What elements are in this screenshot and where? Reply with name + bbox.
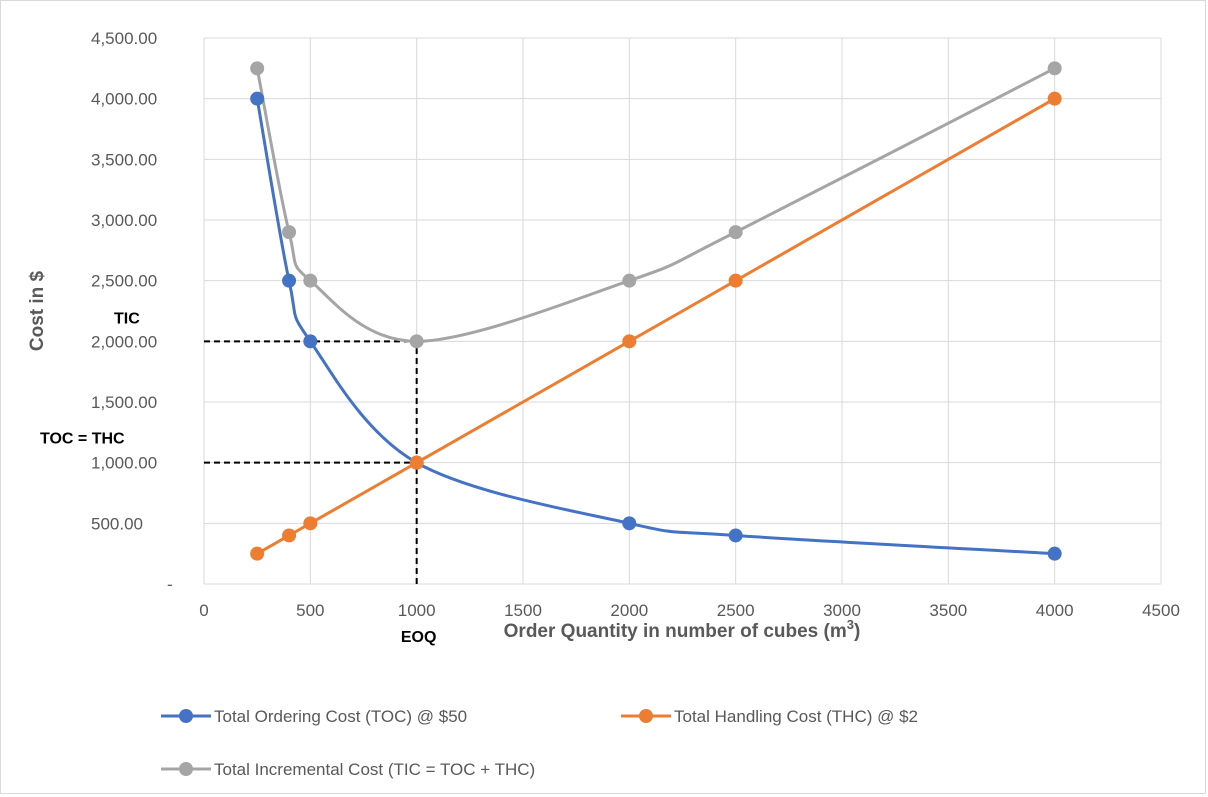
legend-marker xyxy=(179,762,193,776)
x-tick-label: 500 xyxy=(296,601,324,620)
x-tick-label: 4000 xyxy=(1036,601,1074,620)
series-line xyxy=(256,97,1056,555)
x-tick-label: 3500 xyxy=(929,601,967,620)
y-axis-title: Cost in $ xyxy=(27,270,48,351)
x-tick-label: 2500 xyxy=(717,601,755,620)
legend-label: Total Ordering Cost (TOC) @ $50 xyxy=(214,707,467,726)
data-point xyxy=(1047,61,1062,76)
data-point xyxy=(303,334,318,349)
y-tick-label: 1,500.00 xyxy=(91,393,157,412)
data-point xyxy=(409,334,424,349)
data-point xyxy=(622,273,637,288)
data-point xyxy=(728,528,743,543)
x-tick-label: 1000 xyxy=(398,601,436,620)
x-axis-title: Order Quantity in number of cubes (m3) xyxy=(504,617,861,642)
series-layer xyxy=(250,61,1062,561)
data-point xyxy=(1047,546,1062,561)
x-tick-label: 2000 xyxy=(610,601,648,620)
y-tick-label: 4,500.00 xyxy=(91,29,157,48)
data-point xyxy=(622,516,637,531)
legend-label: Total Incremental Cost (TIC = TOC + THC) xyxy=(214,760,535,779)
x-tick-label: 3000 xyxy=(823,601,861,620)
legend: Total Ordering Cost (TOC) @ $50 Total Han… xyxy=(161,707,918,779)
legend-item: Total Incremental Cost (TIC = TOC + THC) xyxy=(161,760,535,779)
legend-marker xyxy=(179,709,193,723)
x-tick-label: 0 xyxy=(199,601,208,620)
series-3 xyxy=(250,61,1062,349)
data-point xyxy=(622,334,637,349)
data-point xyxy=(303,273,318,288)
data-point xyxy=(728,273,743,288)
series-2 xyxy=(250,91,1062,561)
grid-layer xyxy=(203,37,1162,585)
legend-label: Total Handling Cost (THC) @ $2 xyxy=(674,707,918,726)
data-point xyxy=(250,61,265,76)
annotation-label: TOC = THC xyxy=(40,431,125,448)
y-tick-label: - xyxy=(167,575,173,594)
y-tick-label: 3,000.00 xyxy=(91,211,157,230)
data-point xyxy=(409,455,424,470)
data-point xyxy=(282,225,297,240)
data-point xyxy=(1047,91,1062,106)
y-tick-label: 1,000.00 xyxy=(91,454,157,473)
y-tick-label: 4,000.00 xyxy=(91,90,157,109)
data-point xyxy=(282,528,297,543)
data-point xyxy=(250,546,265,561)
legend-marker xyxy=(639,709,653,723)
legend-item: Total Handling Cost (THC) @ $2 xyxy=(621,707,918,726)
series-line xyxy=(255,66,1056,343)
y-tick-label: 500.00 xyxy=(91,514,143,533)
data-point xyxy=(303,516,318,531)
x-tick-label: 4500 xyxy=(1142,601,1180,620)
y-tick-label: 2,500.00 xyxy=(91,272,157,291)
annotation-label: TIC xyxy=(114,310,140,327)
data-point xyxy=(728,225,743,240)
annotation-label: EOQ xyxy=(401,629,437,646)
legend-item: Total Ordering Cost (TOC) @ $50 xyxy=(161,707,467,726)
x-tick-label: 1500 xyxy=(504,601,542,620)
data-point xyxy=(250,91,265,106)
annotations: TIC TOC = THC EOQ xyxy=(40,310,436,646)
y-tick-label: 3,500.00 xyxy=(91,150,157,169)
data-point xyxy=(282,273,297,288)
tick-labels: - 500.00 1,000.00 1,500.00 2,000.00 2,500.00 3… xyxy=(91,29,1180,620)
y-tick-label: 2,000.00 xyxy=(91,332,157,351)
